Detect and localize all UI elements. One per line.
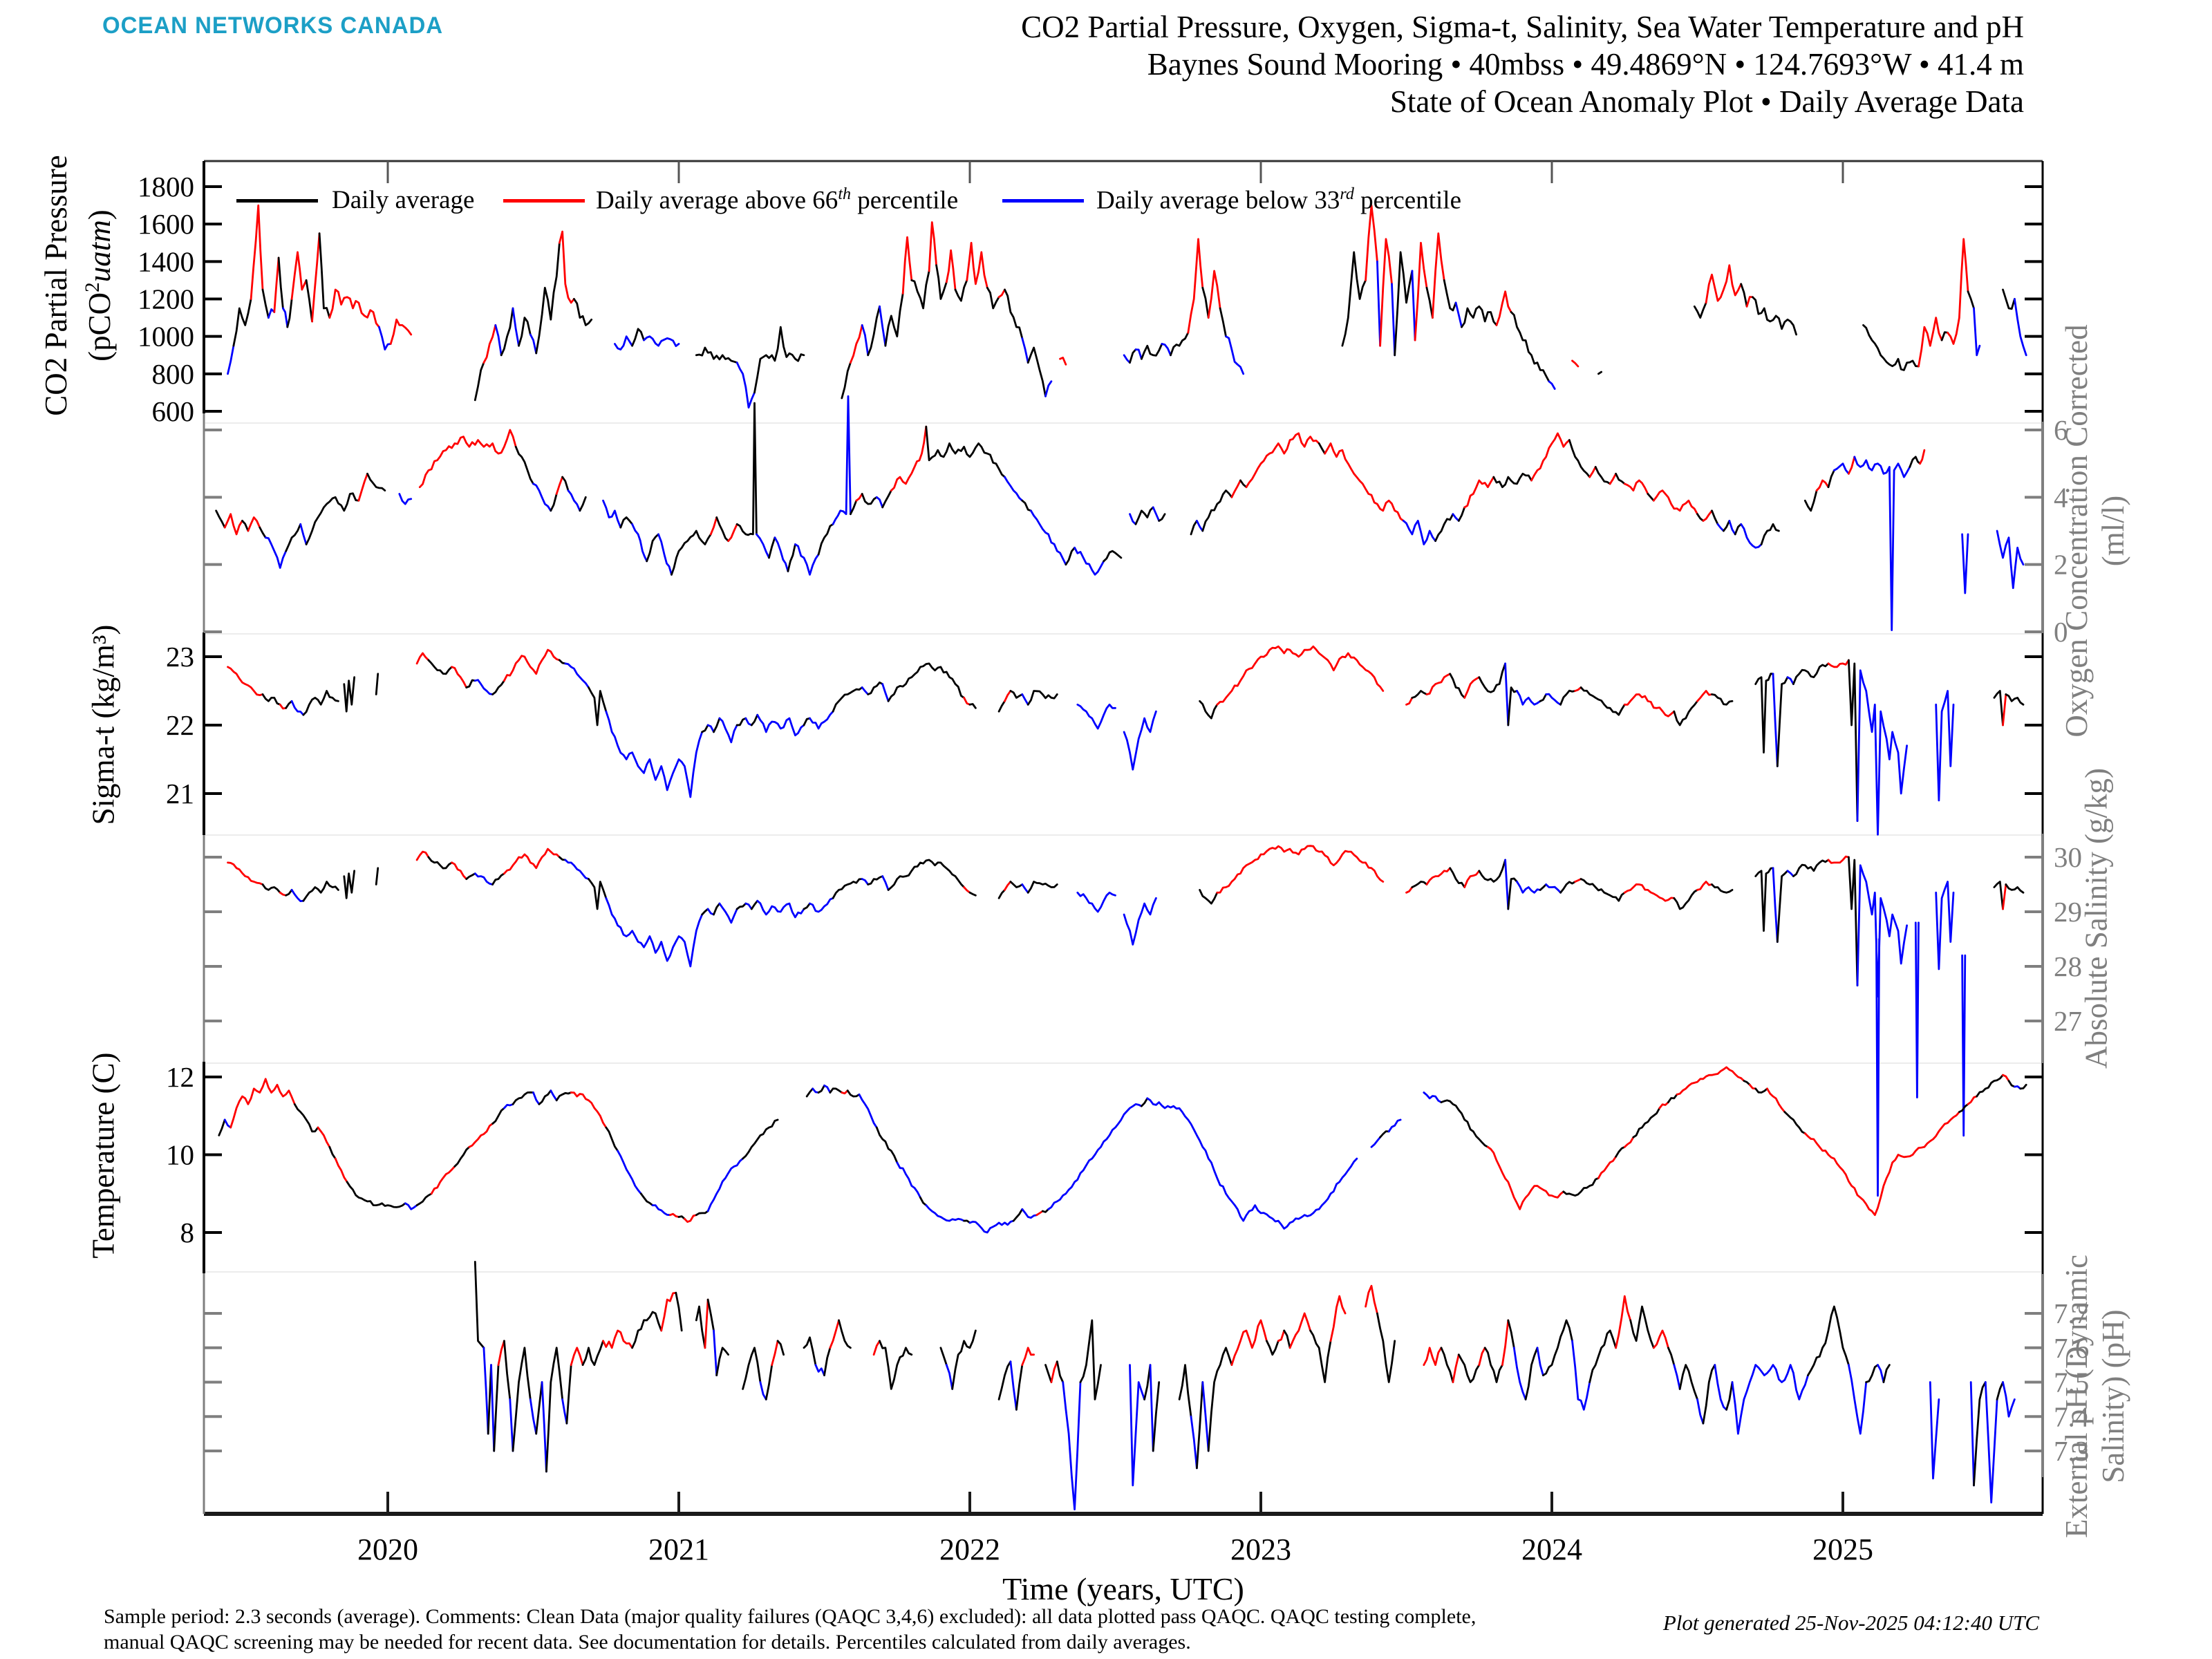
co2-axis-label: CO2 Partial Pressure (pCO2uatm)	[38, 37, 117, 534]
tick-label-co2-800: 800	[152, 358, 195, 390]
legend-above-sup: th	[838, 185, 852, 203]
sigma-axis-label: Sigma-t (kg/m³)	[86, 624, 121, 825]
co2-unit-italic: uatm	[82, 220, 117, 283]
tick-label-year-2024: 2024	[1521, 1533, 1582, 1566]
footnote-line-2: manual QAQC screening may be needed for …	[104, 1631, 1191, 1653]
series-sigma	[227, 645, 2025, 836]
tick-label-sal-29: 29	[2054, 896, 2082, 928]
series-oxy	[215, 395, 2025, 631]
legend-line-above-66th	[503, 199, 585, 203]
legend-label-below-33rd: Daily average below 33rd percentile	[1096, 185, 1461, 215]
tick-label-co2-1800: 1800	[138, 171, 194, 203]
tick-label-sigma-21: 21	[166, 778, 194, 809]
series-co2	[227, 204, 2027, 409]
tick-label-year-2020: 2020	[357, 1533, 418, 1566]
axis-ticks-and-labels: 1800160014001200100080060064202322213029…	[138, 161, 2089, 1566]
ph-axis-label-line1: External pH (Dynamic	[2059, 1255, 2094, 1538]
plot-title: CO2 Partial Pressure, Oxygen, Sigma-t, S…	[1021, 8, 2024, 120]
tick-label-oxy-0: 0	[2054, 616, 2068, 648]
tick-label-year-2022: 2022	[939, 1533, 1000, 1566]
tick-label-ph-7.6: 7.6	[2054, 1332, 2089, 1364]
ocean-networks-canada-logo: OCEAN NETWORKS CANADA	[102, 12, 444, 39]
tick-label-ph-7.5: 7.5	[2054, 1367, 2089, 1398]
legend-label-daily-average: Daily average	[332, 186, 475, 214]
tick-label-year-2021: 2021	[648, 1533, 709, 1566]
legend-above-prefix: Daily average above 66	[596, 186, 838, 215]
title-line-2: Baynes Sound Mooring • 40mbss • 49.4869°…	[1147, 47, 2024, 82]
temperature-axis-label: Temperature (C)	[86, 1052, 121, 1259]
ph-axis-label: External pH (Dynamic Salinity) (pH)	[2059, 1134, 2132, 1659]
series-ph	[474, 1261, 2016, 1510]
title-line-1: CO2 Partial Pressure, Oxygen, Sigma-t, S…	[1021, 10, 2024, 44]
tick-label-sal-30: 30	[2054, 841, 2082, 873]
tick-label-co2-600: 600	[152, 395, 195, 427]
legend-line-daily-average	[236, 199, 318, 203]
legend-below-sup: rd	[1340, 185, 1354, 203]
legend-line-below-33rd	[1002, 199, 1084, 203]
tick-label-co2-1200: 1200	[138, 283, 194, 315]
legend-above-suffix: percentile	[851, 186, 959, 215]
tick-label-co2-1600: 1600	[138, 208, 194, 240]
tick-label-ph-7.7: 7.7	[2054, 1297, 2089, 1329]
tick-label-co2-1000: 1000	[138, 321, 194, 353]
tick-label-year-2023: 2023	[1230, 1533, 1291, 1566]
legend-below-prefix: Daily average below 33	[1096, 186, 1340, 215]
tick-label-co2-1400: 1400	[138, 245, 194, 277]
legend-below-suffix: percentile	[1353, 186, 1461, 215]
series-temp	[218, 1066, 2027, 1234]
co2-unit-prefix: (pCO	[82, 292, 117, 362]
tick-label-temp-10: 10	[166, 1139, 194, 1171]
tick-label-sigma-22: 22	[166, 709, 194, 741]
tick-label-ph-7.4: 7.4	[2054, 1400, 2089, 1432]
tick-label-sal-28: 28	[2054, 950, 2082, 982]
title-line-3: State of Ocean Anomaly Plot • Daily Aver…	[1389, 84, 2024, 119]
tick-label-sigma-23: 23	[166, 641, 194, 673]
co2-axis-label-line2: (pCO2uatm)	[75, 37, 118, 534]
plot-generated-timestamp: Plot generated 25-Nov-2025 04:12:40 UTC	[1662, 1611, 2039, 1635]
tick-label-oxy-4: 4	[2054, 481, 2068, 513]
tick-label-oxy-6: 6	[2054, 414, 2068, 446]
co2-unit-sup: 2	[82, 282, 104, 292]
salinity-axis-label: Absolute Salinity (g/kg)	[2079, 768, 2114, 1069]
tick-label-ph-7.3: 7.3	[2054, 1435, 2089, 1467]
tick-label-temp-8: 8	[180, 1217, 195, 1248]
tick-label-year-2025: 2025	[1812, 1533, 1873, 1566]
tick-label-temp-12: 12	[166, 1061, 194, 1093]
tick-label-sal-27: 27	[2054, 1005, 2082, 1037]
panel-separators	[205, 422, 2041, 1273]
legend-label-above-66th: Daily average above 66th percentile	[596, 185, 958, 215]
plot-frame	[203, 160, 2044, 1516]
tick-label-oxy-2: 2	[2054, 549, 2068, 581]
footnote-line-1: Sample period: 2.3 seconds (average). Co…	[104, 1605, 1477, 1628]
ph-axis-label-line2: Salinity) (pH)	[2096, 1309, 2130, 1483]
series-sal	[227, 845, 2025, 1197]
x-axis-label: Time (years, UTC)	[1002, 1571, 1244, 1606]
co2-unit-close: )	[82, 209, 117, 221]
co2-axis-label-line1: CO2 Partial Pressure	[39, 155, 73, 416]
